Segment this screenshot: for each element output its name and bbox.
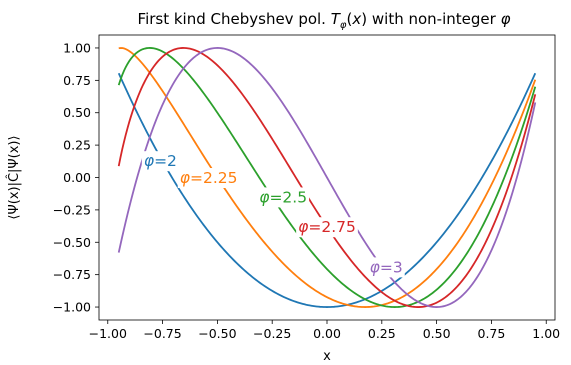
x-tick-label: 0.75: [478, 326, 506, 341]
y-axis-label: ⟨Ψ(x)|Ĉ|Ψ(x)⟩: [6, 135, 22, 219]
series-label-2: φ=2.25: [180, 169, 238, 187]
series-label-1: φ=2: [144, 152, 177, 170]
series-labels: φ=2φ=2.25 φ=2.5 φ=2.75 φ=3: [141, 151, 405, 278]
y-tick-label: 0.25: [63, 138, 91, 153]
series-label-background: [141, 151, 179, 172]
y-tick-label: 0.50: [63, 105, 91, 120]
series-line-2: [118, 47, 537, 308]
x-tick-label: 0.25: [368, 326, 396, 341]
series-line-3: [117, 47, 537, 308]
x-tick-label: −0.50: [198, 326, 236, 341]
x-tick-label: 0.00: [313, 326, 341, 341]
series-label-4: φ=2.75: [298, 218, 356, 236]
x-tick-label: −0.75: [143, 326, 181, 341]
series-label-background: [367, 257, 405, 278]
x-tick-label: −1.00: [89, 326, 127, 341]
y-tick-label: −0.25: [53, 202, 91, 217]
series-label-background: [177, 168, 240, 188]
series-label-5: φ=3: [370, 258, 403, 276]
chart-title: First kind Chebyshev pol. Tφ(x) with non…: [138, 10, 511, 31]
series-curves: [117, 47, 537, 308]
x-tick-label: 1.00: [532, 326, 560, 341]
x-tick-label: 0.50: [423, 326, 451, 341]
y-tick-label: 1.00: [63, 40, 91, 55]
x-axis-label: x: [323, 349, 331, 364]
y-tick-label: 0.00: [63, 170, 91, 185]
y-tick-label: −0.50: [53, 235, 91, 250]
series-label-3: φ=2.5: [259, 188, 307, 206]
x-axis: −1.00 −0.75 −0.50 −0.25 0.00 0.25 0.50 0.75 1.00: [89, 320, 560, 341]
series-label-background: [257, 187, 310, 208]
y-tick-label: −1.00: [53, 300, 91, 315]
y-axis: −1.00 −0.75 −0.50 −0.25 0.00 0.25 0.50 0.75 1.00: [53, 40, 99, 315]
series-line-5: [117, 47, 537, 308]
y-tick-label: 0.75: [63, 73, 91, 88]
x-tick-label: −0.25: [253, 326, 291, 341]
y-tick-label: −0.75: [53, 267, 91, 282]
series-line-1: [117, 72, 537, 308]
series-label-background: [296, 217, 358, 238]
